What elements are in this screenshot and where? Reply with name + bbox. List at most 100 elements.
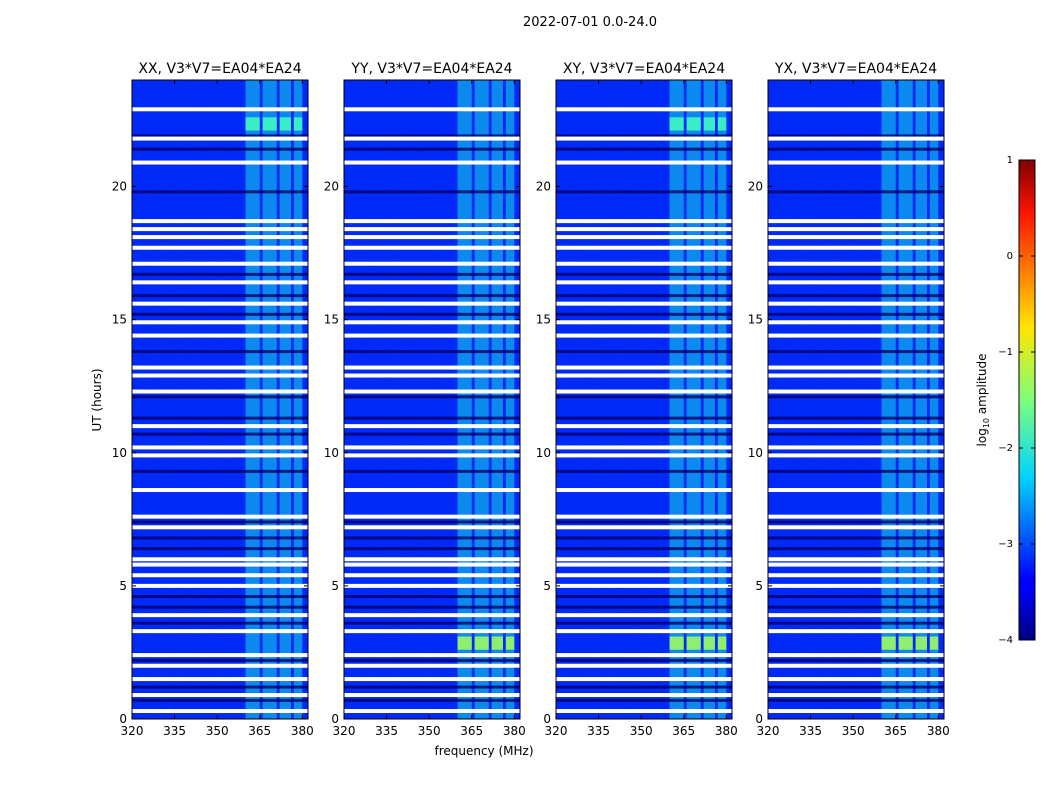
flagged-row xyxy=(768,514,944,519)
x-tick-label: 320 xyxy=(545,724,568,738)
flagged-row xyxy=(344,709,520,714)
x-tick-label: 350 xyxy=(206,724,229,738)
y-tick-label: 0 xyxy=(543,712,551,726)
dark-row xyxy=(344,547,520,551)
x-tick-label: 365 xyxy=(884,724,907,738)
x-tick-label: 335 xyxy=(799,724,822,738)
dark-row xyxy=(768,595,944,599)
dark-row xyxy=(556,605,732,609)
dark-row xyxy=(556,350,732,354)
dark-row xyxy=(768,294,944,298)
flagged-row xyxy=(132,514,308,519)
dark-row xyxy=(132,416,308,420)
flagged-row xyxy=(768,136,944,141)
dark-row xyxy=(556,698,732,702)
flagged-row xyxy=(556,301,732,306)
dark-row xyxy=(344,190,520,194)
dark-row xyxy=(768,190,944,194)
flagged-row xyxy=(556,677,732,682)
y-tick-label: 5 xyxy=(331,579,339,593)
bright-event xyxy=(881,636,896,650)
bright-event xyxy=(262,117,277,131)
flagged-row xyxy=(132,677,308,682)
dark-row xyxy=(344,621,520,625)
flagged-row xyxy=(768,365,944,370)
flagged-row xyxy=(556,160,732,165)
dark-row xyxy=(768,416,944,420)
dark-row xyxy=(344,685,520,689)
dark-row xyxy=(132,294,308,298)
y-tick-label: 0 xyxy=(331,712,339,726)
dark-row xyxy=(344,595,520,599)
dark-row xyxy=(556,147,732,151)
flagged-row xyxy=(556,245,732,250)
dark-row xyxy=(768,395,944,399)
flagged-row xyxy=(768,235,944,240)
flagged-row xyxy=(768,280,944,285)
dark-row xyxy=(556,395,732,399)
flagged-row xyxy=(132,445,308,450)
dark-row xyxy=(132,134,308,138)
dark-row xyxy=(132,547,308,551)
dark-row xyxy=(132,432,308,436)
dark-row xyxy=(768,547,944,551)
flagged-row xyxy=(556,525,732,530)
emission-subband xyxy=(279,80,291,719)
flagged-row xyxy=(556,365,732,370)
flagged-row xyxy=(344,424,520,429)
bright-event xyxy=(491,636,503,650)
dark-row xyxy=(556,272,732,276)
flagged-row xyxy=(344,573,520,578)
dark-row xyxy=(556,658,732,662)
flagged-row xyxy=(556,136,732,141)
bright-event xyxy=(245,117,260,131)
flagged-row xyxy=(132,245,308,250)
y-tick-label: 0 xyxy=(119,712,127,726)
flagged-row xyxy=(556,219,732,224)
flagged-row xyxy=(768,525,944,530)
panel-frame xyxy=(131,79,309,720)
colorbar-label: log10 amplitude xyxy=(975,354,991,447)
flagged-row xyxy=(132,613,308,618)
dark-row xyxy=(132,350,308,354)
y-tick-label: 15 xyxy=(112,313,127,327)
flagged-row xyxy=(556,488,732,493)
x-tick-label: 380 xyxy=(503,724,526,738)
dark-row xyxy=(344,272,520,276)
flagged-row xyxy=(344,653,520,658)
flagged-row xyxy=(768,583,944,588)
flagged-row xyxy=(132,301,308,306)
flagged-row xyxy=(768,245,944,250)
y-tick-label: 10 xyxy=(748,446,763,460)
flagged-row xyxy=(344,107,520,112)
y-tick-label: 0 xyxy=(755,712,763,726)
flagged-row xyxy=(344,525,520,530)
flagged-row xyxy=(556,280,732,285)
dark-row xyxy=(344,147,520,151)
flagged-row xyxy=(556,389,732,394)
bright-event xyxy=(915,636,927,650)
colorbar-tick-label: −2 xyxy=(998,443,1013,454)
flagged-row xyxy=(132,525,308,530)
colorbar-tick-label: 0 xyxy=(1007,251,1013,262)
x-tick-label: 320 xyxy=(121,724,144,738)
y-tick-label: 20 xyxy=(748,180,763,194)
dark-row xyxy=(556,520,732,524)
flagged-row xyxy=(132,653,308,658)
flagged-row xyxy=(132,235,308,240)
x-tick-label: 365 xyxy=(460,724,483,738)
y-tick-label: 10 xyxy=(324,446,339,460)
bright-event xyxy=(457,636,472,650)
flagged-row xyxy=(132,573,308,578)
dark-row xyxy=(556,621,732,625)
bright-event xyxy=(686,636,701,650)
flagged-row xyxy=(768,445,944,450)
flagged-row xyxy=(132,453,308,458)
flagged-row xyxy=(132,227,308,232)
flagged-row xyxy=(768,107,944,112)
panel-frame xyxy=(343,79,521,720)
dark-row xyxy=(132,469,308,473)
figure-suptitle: 2022-07-01 0.0-24.0 xyxy=(523,15,657,30)
dark-row xyxy=(344,658,520,662)
panel-frame xyxy=(555,79,733,720)
